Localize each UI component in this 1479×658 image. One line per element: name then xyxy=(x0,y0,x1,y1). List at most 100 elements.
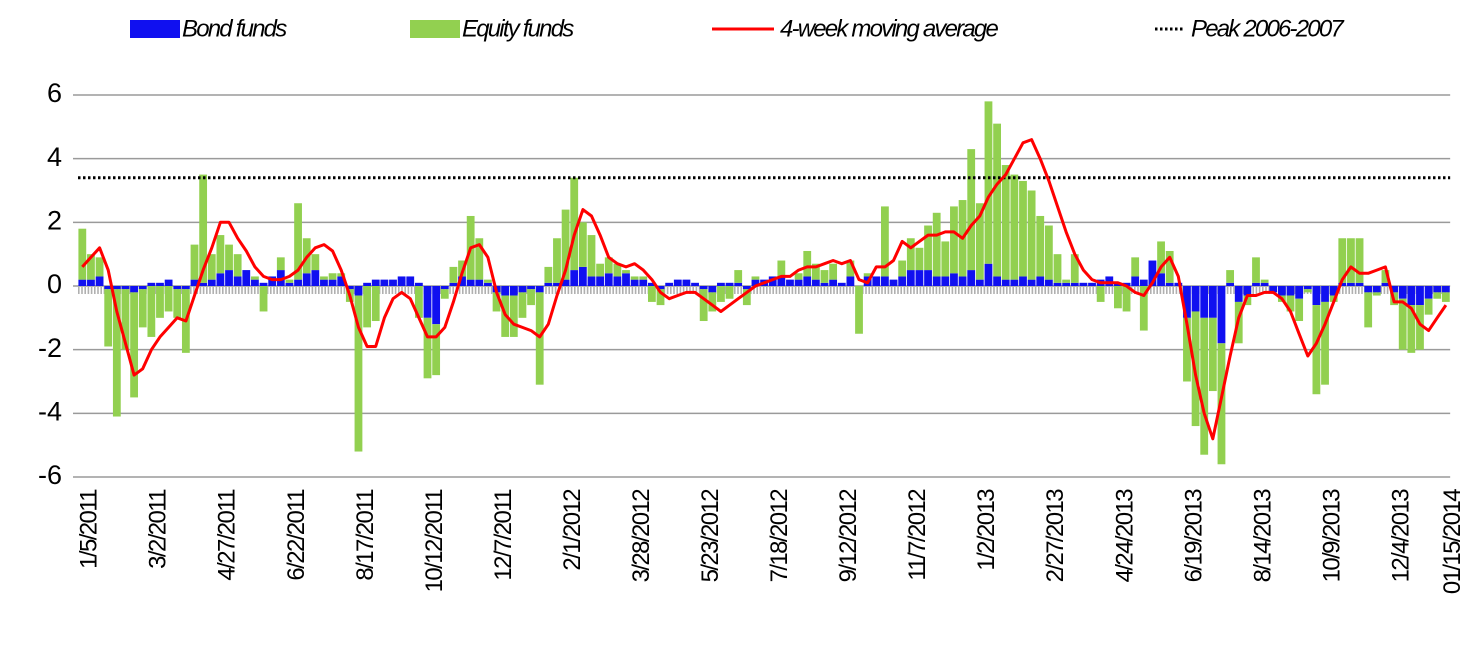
bar xyxy=(794,279,803,286)
bar xyxy=(544,282,553,286)
bar xyxy=(751,279,760,286)
bar xyxy=(699,289,708,322)
bar xyxy=(630,279,639,286)
bar xyxy=(251,276,259,280)
bar xyxy=(665,282,674,286)
bar xyxy=(1364,292,1373,328)
bar xyxy=(734,270,743,283)
bar xyxy=(820,270,829,283)
bar xyxy=(1096,286,1105,302)
bar xyxy=(1269,286,1278,293)
bar xyxy=(311,254,320,271)
bar xyxy=(130,286,138,293)
bar xyxy=(941,276,950,286)
bar xyxy=(78,228,87,280)
bar xyxy=(881,206,889,277)
line xyxy=(81,138,1448,441)
bar xyxy=(121,289,130,350)
bar xyxy=(1114,282,1122,286)
bar xyxy=(147,282,156,286)
bar xyxy=(354,286,363,296)
bar xyxy=(872,276,881,286)
y-tick-label: 0 xyxy=(47,269,62,299)
y-tick-label: -6 xyxy=(38,460,62,490)
bar xyxy=(811,263,820,280)
bar xyxy=(898,276,907,286)
x-tick-label: 12/4/2013 xyxy=(1387,489,1414,583)
bar xyxy=(371,286,380,322)
bar xyxy=(130,292,138,398)
bar xyxy=(742,286,751,290)
bar xyxy=(337,273,346,277)
bar xyxy=(1165,282,1174,286)
bar xyxy=(147,286,156,337)
bar xyxy=(1122,282,1131,286)
x-tick-label: 1/2/2013 xyxy=(973,489,1000,571)
bar xyxy=(777,276,786,286)
bar xyxy=(786,279,794,286)
bar xyxy=(622,270,630,274)
bar xyxy=(138,286,147,290)
bar xyxy=(1010,279,1019,286)
legend-swatch xyxy=(410,20,460,38)
bar xyxy=(1441,286,1450,293)
bar xyxy=(1312,286,1321,306)
bar xyxy=(1243,295,1252,306)
bar xyxy=(691,282,699,286)
bar xyxy=(596,276,605,286)
bar xyxy=(1036,276,1045,286)
y-tick-label: 6 xyxy=(47,78,62,108)
bar xyxy=(1286,286,1295,296)
bar xyxy=(1148,260,1157,286)
bar xyxy=(708,292,717,312)
bar xyxy=(1416,286,1424,306)
bar xyxy=(725,282,734,286)
bar xyxy=(509,286,518,296)
bar xyxy=(898,260,907,277)
bar xyxy=(276,257,285,271)
bar xyxy=(518,286,527,293)
bar xyxy=(268,276,277,286)
x-tick-label: 6/22/2011 xyxy=(283,489,310,581)
x-tick-label: 10/9/2013 xyxy=(1318,489,1345,583)
bar xyxy=(656,289,665,306)
bar xyxy=(639,276,648,280)
bar xyxy=(1424,298,1433,315)
bar xyxy=(1131,276,1140,286)
bar xyxy=(1364,286,1373,293)
bar xyxy=(734,282,743,286)
bar xyxy=(1036,215,1045,277)
x-tick-label: 4/27/2011 xyxy=(214,489,241,581)
bar xyxy=(1252,282,1260,286)
bar xyxy=(423,286,432,318)
bar xyxy=(932,212,941,277)
bar xyxy=(630,276,639,280)
bar xyxy=(570,270,579,286)
bar xyxy=(725,286,734,299)
bar xyxy=(1131,257,1140,277)
bar xyxy=(1088,282,1096,286)
bar xyxy=(233,254,242,277)
bar xyxy=(389,279,397,286)
bar xyxy=(509,295,518,337)
x-tick-label: 5/23/2012 xyxy=(697,489,724,583)
bar xyxy=(717,282,725,286)
bar xyxy=(794,273,803,280)
x-tick-label: 6/19/2013 xyxy=(1180,489,1207,583)
bar xyxy=(449,266,458,283)
bar xyxy=(1329,286,1338,296)
bar xyxy=(975,203,984,280)
bar xyxy=(320,279,328,286)
bar xyxy=(440,289,449,299)
bar xyxy=(432,324,441,376)
bar xyxy=(302,273,311,286)
bar xyxy=(406,276,415,286)
bar xyxy=(1295,298,1304,322)
bar xyxy=(242,270,251,286)
x-tick-label: 8/17/2011 xyxy=(352,489,379,581)
bar xyxy=(1019,180,1027,277)
bar xyxy=(78,279,87,286)
bar xyxy=(561,209,570,280)
bar xyxy=(294,279,302,286)
bar xyxy=(501,286,510,296)
